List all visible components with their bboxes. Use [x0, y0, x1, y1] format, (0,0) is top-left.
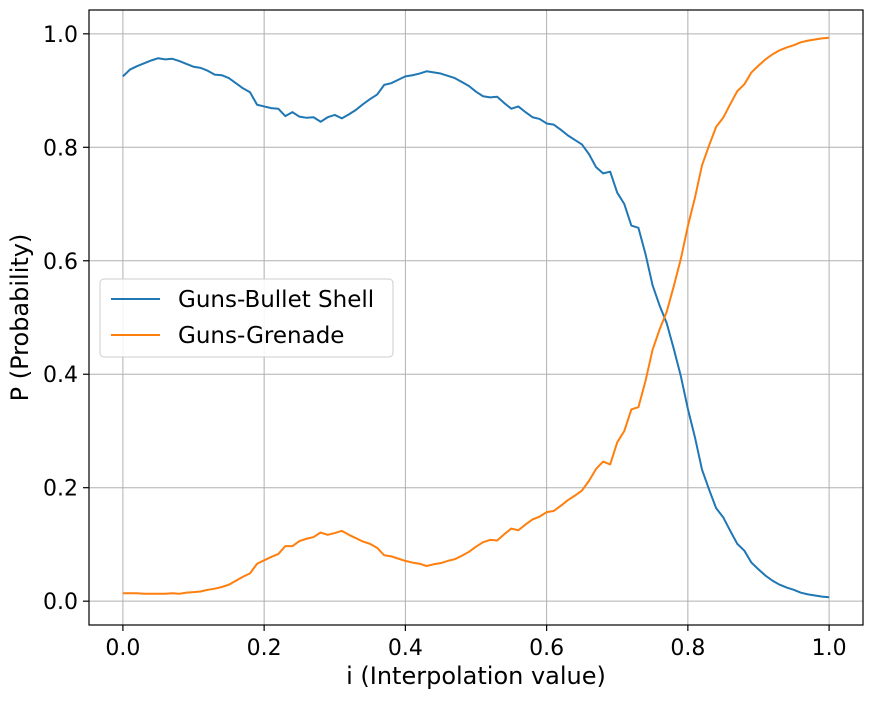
- y-tick-label: 0.2: [43, 477, 78, 502]
- series-line-1: [122, 36, 830, 595]
- x-axis-ticks: 0.0 0.2 0.4 0.6 0.8 1.0: [105, 625, 847, 661]
- y-tick-label: 0.0: [43, 590, 78, 615]
- x-tick-label: 0.8: [670, 636, 705, 661]
- x-tick-label: 0.6: [529, 636, 564, 661]
- plot-frame: [88, 9, 864, 626]
- series-line-0: [122, 57, 830, 599]
- y-tick-label: 0.6: [43, 250, 78, 275]
- x-axis-label: i (Interpolation value): [346, 662, 606, 690]
- x-tick-label: 0.2: [247, 636, 282, 661]
- y-tick-label: 1.0: [43, 23, 78, 48]
- x-tick-label: 1.0: [812, 636, 847, 661]
- y-tick-label: 0.4: [43, 363, 78, 388]
- legend-box: [99, 278, 394, 358]
- legend-label-1: Guns-Grenade: [178, 323, 344, 349]
- y-axis-label: P (Probability): [6, 234, 34, 402]
- series-lines: [122, 36, 830, 599]
- y-tick-label: 0.8: [43, 136, 78, 161]
- x-tick-label: 0.4: [388, 636, 423, 661]
- x-tick-label: 0.0: [105, 636, 140, 661]
- y-axis-ticks: 0.0 0.2 0.4 0.6 0.8 1.0: [43, 23, 89, 615]
- legend: Guns-Bullet Shell Guns-Grenade: [99, 278, 394, 358]
- legend-label-0: Guns-Bullet Shell: [178, 287, 374, 313]
- grid: [89, 10, 863, 625]
